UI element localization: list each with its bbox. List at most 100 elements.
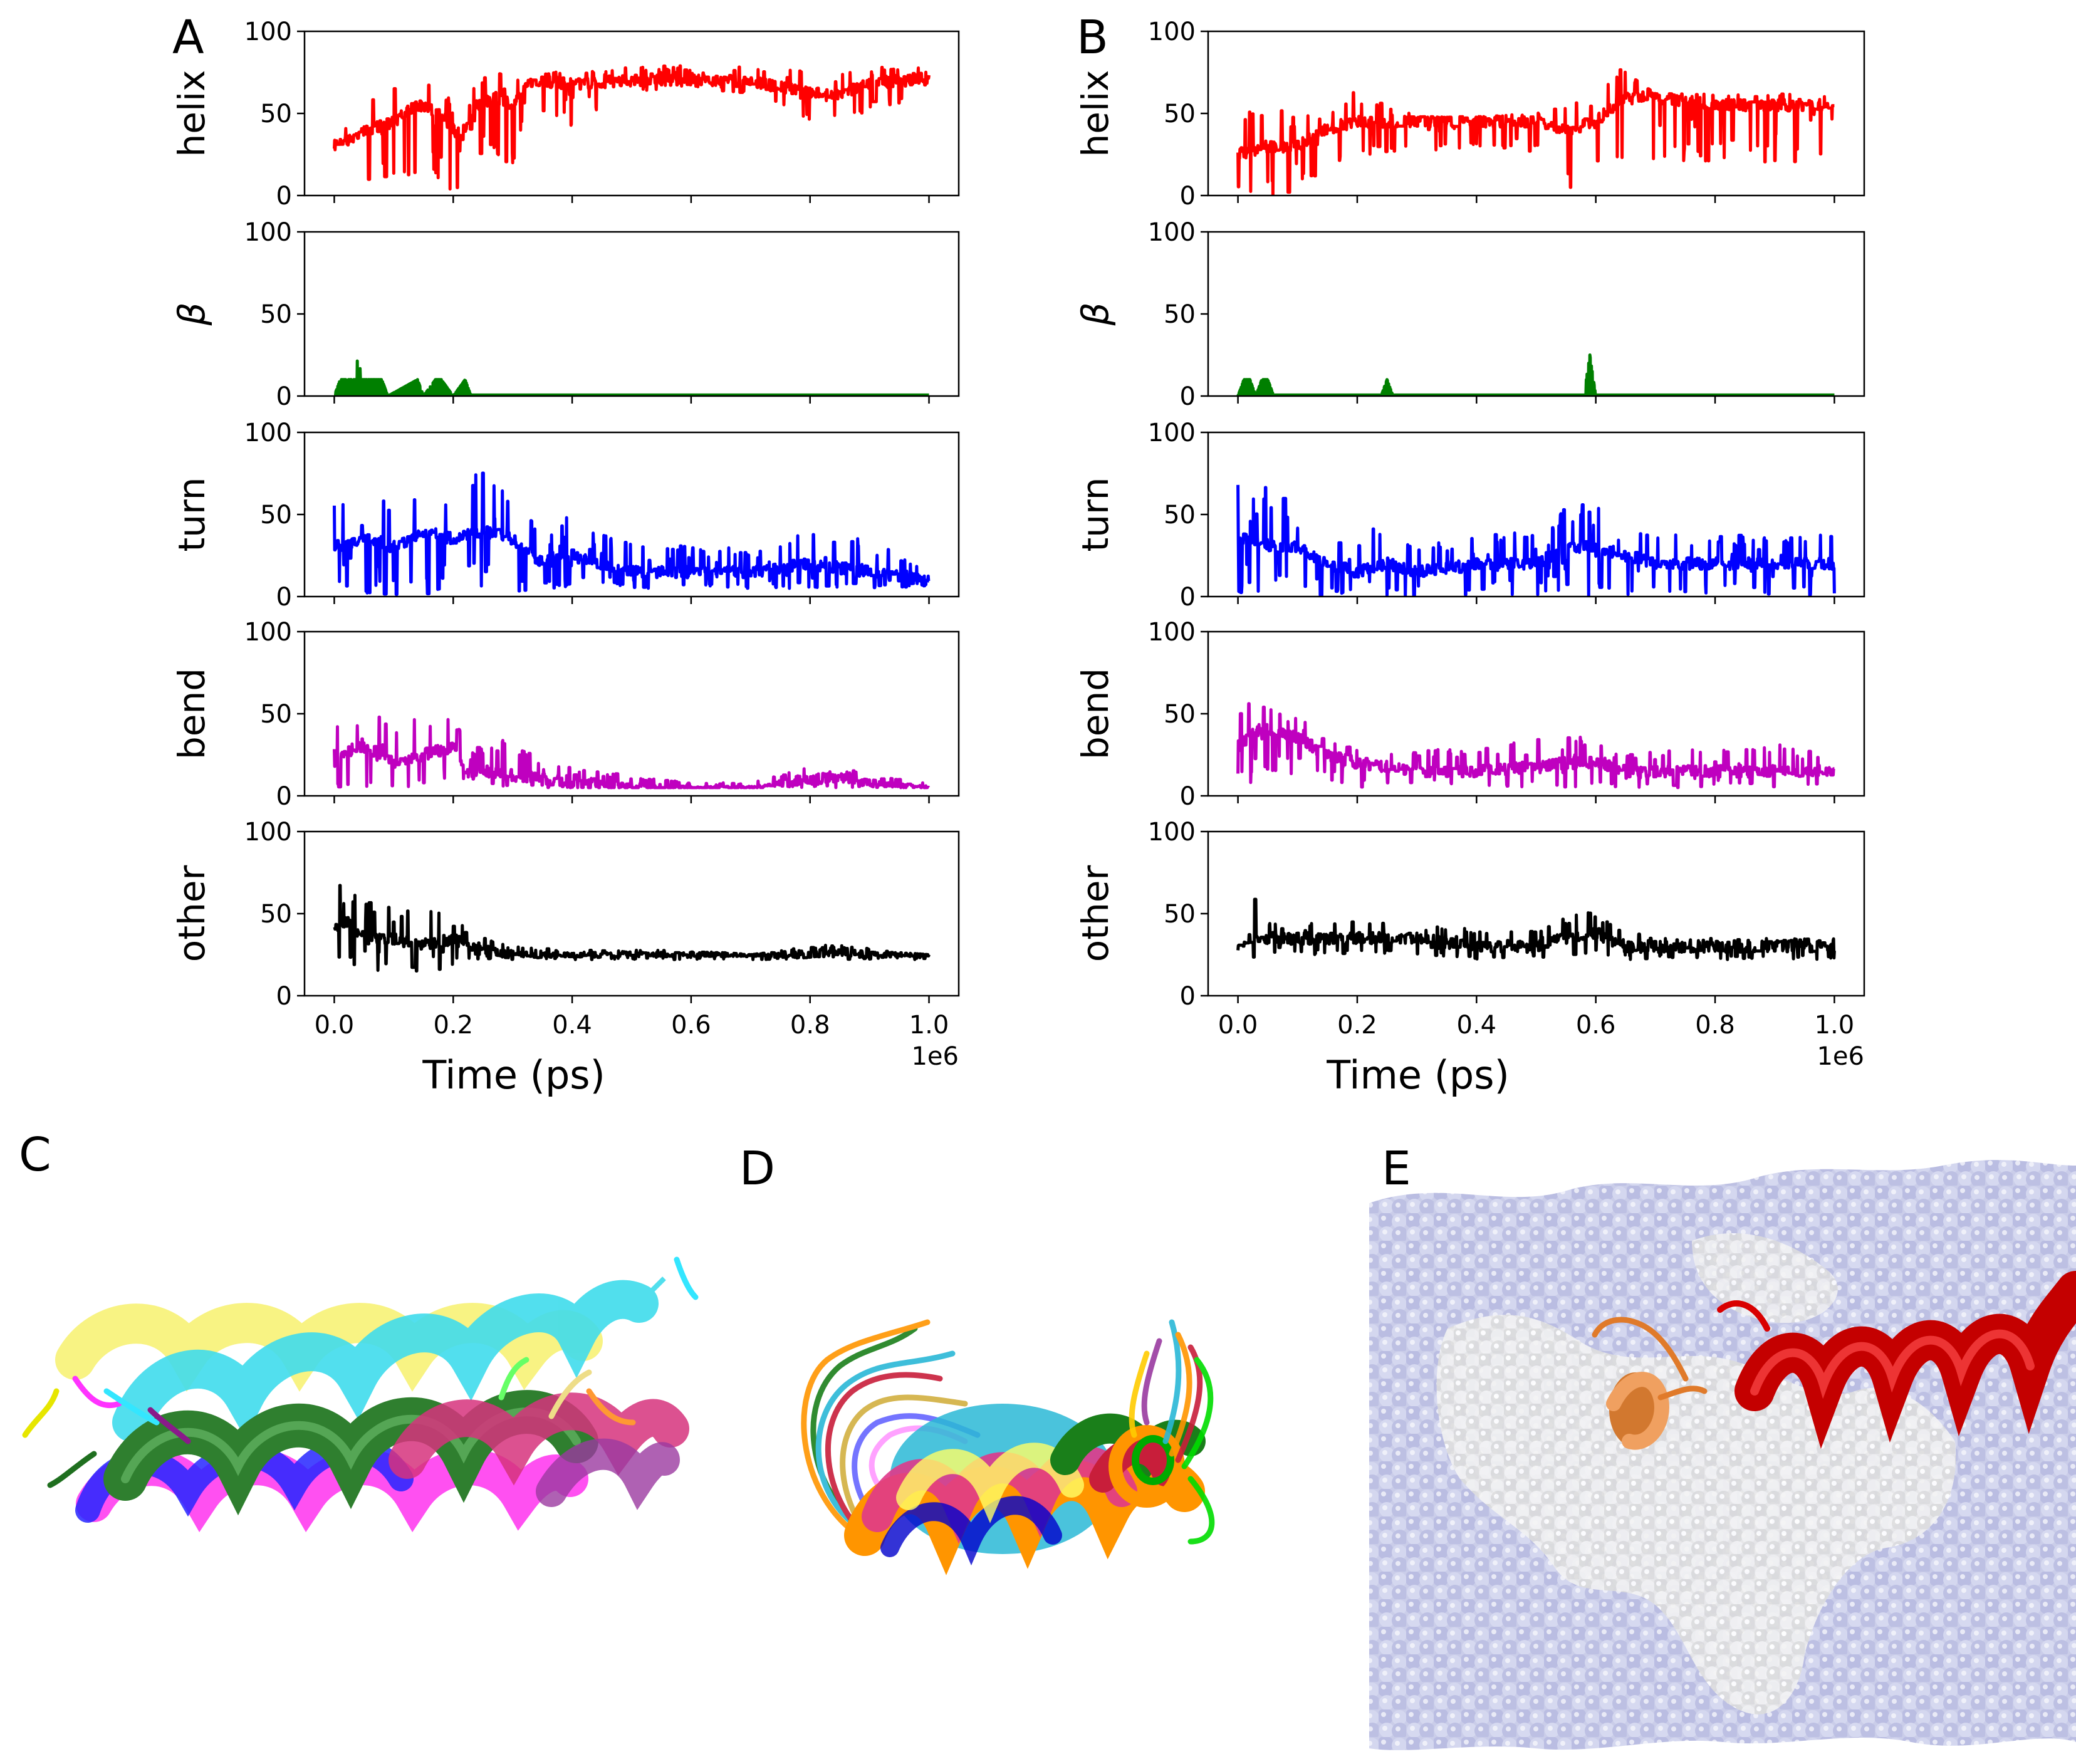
y-tick-label: 50 [260, 501, 292, 530]
series-bend [333, 715, 931, 790]
y-tick-label: 100 [244, 218, 292, 247]
y-tick-label: 50 [260, 900, 292, 929]
panel-d-helix-overlay [801, 1319, 1215, 1575]
y-tick-label: 100 [1148, 818, 1196, 847]
red-peptide-helix [1717, 1271, 2076, 1449]
y-axis-label-bend: bend [1074, 668, 1117, 759]
series-beta [333, 359, 931, 396]
chart-panel-a: 0 50 100 helix 0 50 100 β 0 50 100 turn 0 50 100 bend 0 5… [170, 18, 960, 1098]
y-axis-label-turn: turn [170, 477, 213, 551]
series-turn [333, 471, 931, 596]
subplot-turn: 0 50 100 turn [1074, 419, 1865, 612]
subplot-turn: 0 50 100 turn [170, 419, 960, 612]
helix-bundle-core [844, 1404, 1206, 1575]
y-tick-label: 100 [244, 419, 292, 447]
chart-layer: 0 50 100 helix 0 50 100 β 0 50 100 turn 0 50 100 bend 0 5… [170, 18, 1865, 1098]
axes-frame [303, 830, 960, 997]
x-tick-label: 1.0 [1815, 1011, 1855, 1040]
y-tick-label: 100 [1148, 618, 1196, 647]
y-axis-label-helix: helix [1074, 70, 1117, 157]
y-tick-label: 50 [1164, 300, 1196, 329]
y-axis-label-beta: β [1074, 302, 1117, 326]
subplot-other: 0 50 100 0.0 0.2 0.4 0.6 0.8 1.0 other [170, 818, 960, 1040]
loop-bundle-right [1129, 1319, 1215, 1545]
y-tick-label: 100 [1148, 18, 1196, 46]
x-axis-offset-text: 1e6 [1817, 1042, 1864, 1071]
panel-label-a: A [172, 11, 204, 65]
series-line-bend [333, 715, 931, 790]
subplot-bend: 0 50 100 bend [170, 618, 960, 811]
series-line-helix [333, 64, 931, 191]
series-other [333, 884, 931, 973]
y-tick-label: 0 [276, 583, 292, 612]
y-tick-label: 50 [260, 300, 292, 329]
axes-frame [1207, 830, 1865, 997]
subplot-beta: 0 50 100 β [170, 218, 960, 411]
y-tick-label: 0 [1180, 982, 1196, 1011]
y-axis-label-turn: turn [1074, 477, 1117, 551]
axes-frame [303, 231, 960, 397]
y-tick-label: 0 [276, 382, 292, 411]
panel-label-b: B [1077, 11, 1108, 65]
y-tick-label: 0 [1180, 782, 1196, 811]
y-tick-label: 0 [1180, 382, 1196, 411]
series-helix [333, 64, 931, 191]
series-beta [1236, 353, 1836, 396]
series-line-turn [1236, 484, 1836, 597]
subplot-helix: 0 50 100 helix [170, 18, 960, 211]
y-tick-label: 0 [276, 982, 292, 1011]
series-line-turn [333, 471, 931, 596]
y-tick-label: 50 [1164, 501, 1196, 530]
y-tick-label: 0 [1180, 182, 1196, 211]
x-tick-label: 0.4 [1457, 1011, 1497, 1040]
x-tick-label: 0.2 [1337, 1011, 1377, 1040]
x-tick-label: 0.4 [552, 1011, 592, 1040]
axes-frame [303, 630, 960, 797]
y-tick-label: 100 [244, 818, 292, 847]
y-tick-label: 50 [260, 100, 292, 128]
y-axis-label-other: other [1074, 865, 1117, 963]
x-tick-label: 0.8 [1695, 1011, 1735, 1040]
x-tick-label: 0.6 [1576, 1011, 1616, 1040]
x-tick-label: 0.0 [315, 1011, 355, 1040]
x-axis-offset-text: 1e6 [911, 1042, 959, 1071]
y-tick-label: 50 [260, 700, 292, 729]
x-tick-label: 0.0 [1218, 1011, 1258, 1040]
panel-label-c: C [19, 1128, 51, 1182]
subplot-other: 0 50 100 0.0 0.2 0.4 0.6 0.8 1.0 other [1074, 818, 1865, 1040]
series-helix [1236, 68, 1836, 196]
y-tick-label: 0 [276, 782, 292, 811]
helix-cyan [112, 1276, 666, 1442]
helix-tails [22, 1256, 699, 1488]
panel-e-membrane-scene [1369, 1160, 2076, 1750]
x-tick-label: 0.8 [790, 1011, 830, 1040]
y-tick-label: 100 [244, 618, 292, 647]
helix-purple [536, 1438, 680, 1510]
chart-panel-b: 0 50 100 helix 0 50 100 β 0 50 100 turn 0 50 100 bend 0 5… [1074, 18, 1865, 1098]
x-tick-label: 0.2 [433, 1011, 473, 1040]
series-line-helix [1236, 68, 1836, 196]
y-axis-label-helix: helix [170, 70, 213, 157]
x-axis-label: Time (ps) [422, 1052, 605, 1098]
subplot-bend: 0 50 100 bend [1074, 618, 1865, 811]
series-line-bend [1236, 702, 1836, 790]
panel-label-d: D [739, 1142, 775, 1196]
axes-frame [1207, 231, 1865, 397]
y-tick-label: 100 [1148, 218, 1196, 247]
y-tick-label: 100 [244, 18, 292, 46]
series-line-beta [333, 359, 931, 396]
series-bend [1236, 702, 1836, 790]
series-line-other [1236, 897, 1836, 961]
panel-c-helix-overlay [22, 1256, 699, 1533]
y-tick-label: 50 [1164, 700, 1196, 729]
series-other [1236, 897, 1836, 961]
x-tick-label: 0.6 [671, 1011, 711, 1040]
x-axis-label: Time (ps) [1326, 1052, 1509, 1098]
series-turn [1236, 484, 1836, 597]
helix-crimson [389, 1392, 689, 1486]
series-line-other [333, 884, 931, 973]
y-tick-label: 0 [1180, 583, 1196, 612]
helix-yellow [55, 1303, 603, 1392]
subplot-helix: 0 50 100 helix [1074, 18, 1865, 211]
